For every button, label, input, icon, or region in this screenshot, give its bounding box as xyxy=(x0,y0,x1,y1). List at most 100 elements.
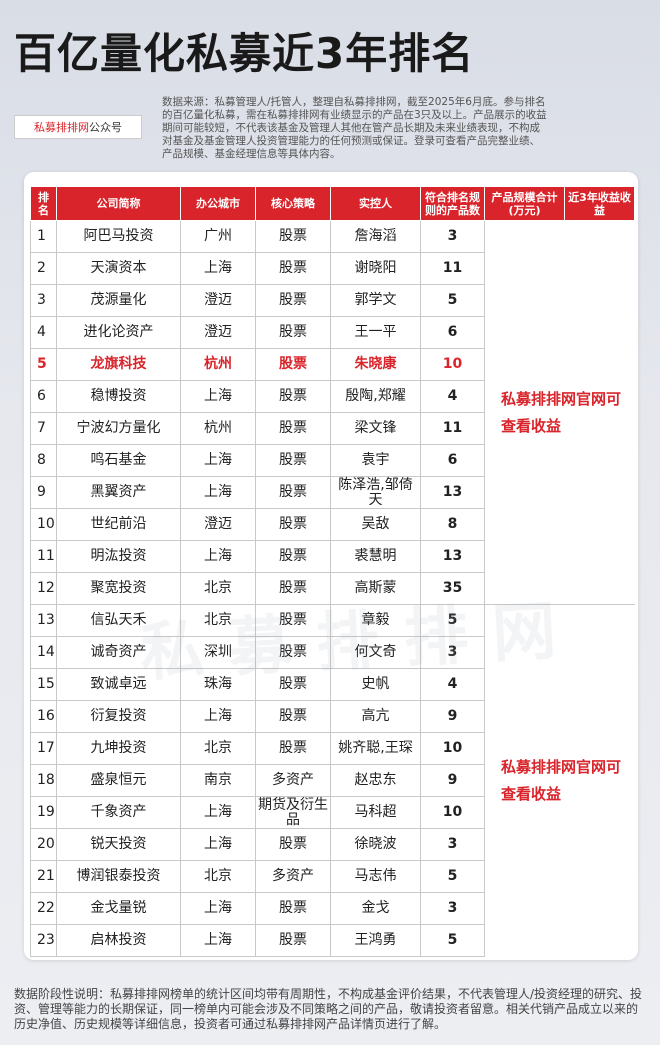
cell-product-count: 3 xyxy=(420,220,485,253)
cell-strategy: 股票 xyxy=(255,316,331,349)
table-header-row: 排名 公司简称 办公城市 核心策略 实控人 符合排名规则的产品数 产品规模合计(… xyxy=(30,186,635,221)
cell-product-count: 5 xyxy=(420,284,485,317)
cell-controller: 谢晓阳 xyxy=(330,252,421,285)
header-rank: 排名 xyxy=(30,186,57,221)
cell-city: 深圳 xyxy=(180,636,256,669)
performance-note: 私募排排网官网可查看收益 xyxy=(501,389,622,435)
cell-rank: 11 xyxy=(30,540,57,573)
table-row: 1 阿巴马投资 广州 股票 詹海滔 3 私募排排网官网可查看收益 xyxy=(30,220,635,605)
cell-product-count: 8 xyxy=(420,508,485,541)
cell-company: 宁波幻方量化 xyxy=(56,412,181,445)
cell-company: 盛泉恒元 xyxy=(56,764,181,797)
header-strategy: 核心策略 xyxy=(255,186,331,221)
cell-rank: 3 xyxy=(30,284,57,317)
cell-controller: 史帆 xyxy=(330,668,421,701)
cell-product-count: 3 xyxy=(420,892,485,925)
table-row: 12 聚宽投资 北京 股票 高斯蒙 35 xyxy=(30,572,635,605)
table-row: 6 稳博投资 上海 股票 殷陶,郑耀 4 xyxy=(30,380,635,413)
cell-rank: 15 xyxy=(30,668,57,701)
cell-city: 珠海 xyxy=(180,668,256,701)
cell-strategy: 多资产 xyxy=(255,764,331,797)
cell-rank: 23 xyxy=(30,924,57,957)
cell-strategy: 股票 xyxy=(255,636,331,669)
cell-company: 锐天投资 xyxy=(56,828,181,861)
cell-controller: 马科超 xyxy=(330,796,421,829)
cell-product-count: 3 xyxy=(420,828,485,861)
cell-strategy: 股票 xyxy=(255,700,331,733)
cell-strategy: 多资产 xyxy=(255,860,331,893)
cell-controller: 裘慧明 xyxy=(330,540,421,573)
cell-company: 世纪前沿 xyxy=(56,508,181,541)
table-row: 3 茂源量化 澄迈 股票 郭学文 5 xyxy=(30,284,635,317)
table-row: 19 千象资产 上海 期货及衍生品 马科超 10 xyxy=(30,796,635,829)
cell-strategy: 股票 xyxy=(255,476,331,509)
cell-controller: 徐晓波 xyxy=(330,828,421,861)
cell-strategy: 股票 xyxy=(255,540,331,573)
table-row: 11 明汯投资 上海 股票 裘慧明 13 xyxy=(30,540,635,573)
performance-note-cell: 私募排排网官网可查看收益 xyxy=(484,220,635,605)
cell-product-count: 13 xyxy=(420,476,485,509)
cell-product-count: 9 xyxy=(420,700,485,733)
cell-rank: 6 xyxy=(30,380,57,413)
cell-strategy: 股票 xyxy=(255,732,331,765)
cell-city: 上海 xyxy=(180,252,256,285)
cell-controller: 梁文锋 xyxy=(330,412,421,445)
cell-controller: 赵忠东 xyxy=(330,764,421,797)
header-product-count: 符合排名规则的产品数 xyxy=(420,186,485,221)
cell-city: 上海 xyxy=(180,796,256,829)
cell-controller: 金戈 xyxy=(330,892,421,925)
cell-strategy: 股票 xyxy=(255,380,331,413)
table-row: 16 衍复投资 上海 股票 高亢 9 xyxy=(30,700,635,733)
ranking-table-card: 排名 公司简称 办公城市 核心策略 实控人 符合排名规则的产品数 产品规模合计(… xyxy=(24,172,638,960)
cell-city: 南京 xyxy=(180,764,256,797)
table-row: 20 锐天投资 上海 股票 徐晓波 3 xyxy=(30,828,635,861)
cell-strategy: 股票 xyxy=(255,604,331,637)
cell-city: 澄迈 xyxy=(180,316,256,349)
cell-controller: 马志伟 xyxy=(330,860,421,893)
cell-city: 上海 xyxy=(180,924,256,957)
cell-product-count: 6 xyxy=(420,316,485,349)
cell-company: 龙旗科技 xyxy=(56,348,181,381)
header-city: 办公城市 xyxy=(180,186,256,221)
table-row: 2 天演资本 上海 股票 谢晓阳 11 xyxy=(30,252,635,285)
cell-company: 进化论资产 xyxy=(56,316,181,349)
cell-company: 阿巴马投资 xyxy=(56,220,181,253)
cell-controller: 袁宇 xyxy=(330,444,421,477)
cell-product-count: 10 xyxy=(420,732,485,765)
cell-rank: 5 xyxy=(30,348,57,381)
cell-rank: 18 xyxy=(30,764,57,797)
cell-rank: 1 xyxy=(30,220,57,253)
table-row: 21 博润银泰投资 北京 多资产 马志伟 5 xyxy=(30,860,635,893)
header-company: 公司简称 xyxy=(56,186,181,221)
table-row: 8 鸣石基金 上海 股票 袁宇 6 xyxy=(30,444,635,477)
cell-controller: 郭学文 xyxy=(330,284,421,317)
header-controller: 实控人 xyxy=(330,186,421,221)
cell-company: 启林投资 xyxy=(56,924,181,957)
cell-city: 北京 xyxy=(180,604,256,637)
cell-product-count: 3 xyxy=(420,636,485,669)
source-tag: 私募排排网 公众号 xyxy=(14,115,142,139)
table-row: 17 九坤投资 北京 股票 姚齐聪,王琛 10 xyxy=(30,732,635,765)
cell-rank: 20 xyxy=(30,828,57,861)
cell-rank: 19 xyxy=(30,796,57,829)
cell-city: 北京 xyxy=(180,732,256,765)
table-row: 7 宁波幻方量化 杭州 股票 梁文锋 11 xyxy=(30,412,635,445)
cell-product-count: 5 xyxy=(420,604,485,637)
cell-company: 金戈量锐 xyxy=(56,892,181,925)
cell-rank: 7 xyxy=(30,412,57,445)
cell-product-count: 35 xyxy=(420,572,485,605)
cell-city: 上海 xyxy=(180,476,256,509)
cell-rank: 22 xyxy=(30,892,57,925)
cell-company: 天演资本 xyxy=(56,252,181,285)
data-source-description: 数据来源：私募管理人/托管人，整理自私募排排网，截至2025年6月底。参与排名的… xyxy=(162,96,547,160)
cell-city: 上海 xyxy=(180,380,256,413)
cell-rank: 16 xyxy=(30,700,57,733)
cell-rank: 12 xyxy=(30,572,57,605)
cell-controller: 高亢 xyxy=(330,700,421,733)
cell-company: 明汯投资 xyxy=(56,540,181,573)
cell-rank: 17 xyxy=(30,732,57,765)
cell-strategy: 股票 xyxy=(255,220,331,253)
cell-product-count: 4 xyxy=(420,668,485,701)
cell-company: 衍复投资 xyxy=(56,700,181,733)
cell-company: 信弘天禾 xyxy=(56,604,181,637)
